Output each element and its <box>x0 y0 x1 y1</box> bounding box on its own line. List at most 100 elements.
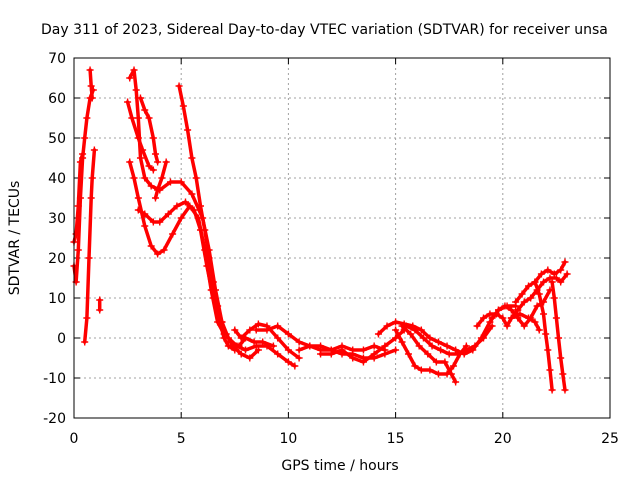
data-point <box>471 342 479 350</box>
x-tick-label: 0 <box>70 431 79 447</box>
data-point <box>242 346 250 354</box>
x-tick-label: 20 <box>494 431 512 447</box>
data-point <box>250 338 258 346</box>
data-point <box>503 322 511 330</box>
series-track-12 <box>175 82 262 362</box>
data-point <box>424 350 432 358</box>
data-point <box>383 322 391 330</box>
data-point <box>192 174 200 182</box>
data-point <box>542 330 550 338</box>
data-point <box>151 150 159 158</box>
data-point <box>134 114 142 122</box>
data-point <box>87 82 95 90</box>
data-point <box>181 198 189 206</box>
series-track-17 <box>317 326 408 366</box>
data-point <box>205 254 213 262</box>
data-point <box>426 334 434 342</box>
data-point <box>252 326 260 334</box>
data-point <box>164 210 172 218</box>
series-line <box>153 160 168 200</box>
data-point <box>134 194 142 202</box>
data-point <box>437 346 445 354</box>
data-point <box>237 350 245 358</box>
data-point <box>96 306 104 314</box>
series-line <box>82 148 97 344</box>
data-point <box>552 274 560 282</box>
plot-frame <box>73 57 611 419</box>
y-tick-label: 50 <box>48 131 66 147</box>
data-point <box>563 270 571 278</box>
data-point <box>246 354 254 362</box>
data-point <box>407 330 415 338</box>
y-tick-label: 10 <box>48 291 66 307</box>
data-point <box>441 358 449 366</box>
data-point <box>417 366 425 374</box>
data-point <box>488 314 496 322</box>
data-point <box>525 282 533 290</box>
data-point <box>154 158 162 166</box>
data-point <box>392 318 400 326</box>
data-point <box>166 178 174 186</box>
data-point <box>507 314 515 322</box>
data-point <box>527 294 535 302</box>
data-point <box>392 326 400 334</box>
data-point <box>488 322 496 330</box>
data-point <box>546 274 554 282</box>
series-track-9 <box>136 94 162 166</box>
x-tick-labels: 0 5 10 15 20 25 <box>70 431 619 447</box>
data-point <box>242 334 250 342</box>
data-point <box>419 334 427 342</box>
data-point <box>179 102 187 110</box>
data-point <box>559 370 567 378</box>
data-point <box>128 114 136 122</box>
data-point <box>447 370 455 378</box>
data-point <box>540 310 548 318</box>
data-point <box>284 346 292 354</box>
data-point <box>426 366 434 374</box>
data-point <box>87 194 95 202</box>
series-track-16 <box>295 342 389 354</box>
y-axis-label: SDTVAR / TECUs <box>7 181 23 296</box>
data-point <box>527 314 535 322</box>
data-point <box>85 254 93 262</box>
data-point <box>402 322 410 330</box>
data-point <box>158 174 166 182</box>
data-point <box>531 278 539 286</box>
data-point <box>381 342 389 350</box>
data-point <box>550 270 558 278</box>
data-point <box>218 318 226 326</box>
data-point <box>555 334 563 342</box>
data-point <box>327 350 335 358</box>
data-point <box>417 326 425 334</box>
data-point <box>147 242 155 250</box>
data-point <box>544 346 552 354</box>
data-point <box>540 278 548 286</box>
data-point <box>415 342 423 350</box>
data-point <box>136 154 144 162</box>
data-point <box>295 338 303 346</box>
data-point <box>274 334 282 342</box>
data-point <box>160 246 168 254</box>
data-point <box>531 318 539 326</box>
data-point <box>404 350 412 358</box>
data-point <box>156 218 164 226</box>
data-point <box>443 342 451 350</box>
data-point <box>130 174 138 182</box>
data-point <box>254 346 262 354</box>
data-point <box>141 210 149 218</box>
series-line <box>233 322 301 360</box>
data-point <box>177 178 185 186</box>
x-tick-label: 25 <box>601 431 619 447</box>
data-point <box>209 278 217 286</box>
data-point <box>434 370 442 378</box>
series-line <box>509 272 569 320</box>
data-point <box>480 314 488 322</box>
data-point <box>188 190 196 198</box>
data-point <box>246 326 254 334</box>
data-point <box>83 114 91 122</box>
data-point <box>81 338 89 346</box>
data-point <box>149 218 157 226</box>
data-point <box>269 342 277 350</box>
data-point <box>512 298 520 306</box>
